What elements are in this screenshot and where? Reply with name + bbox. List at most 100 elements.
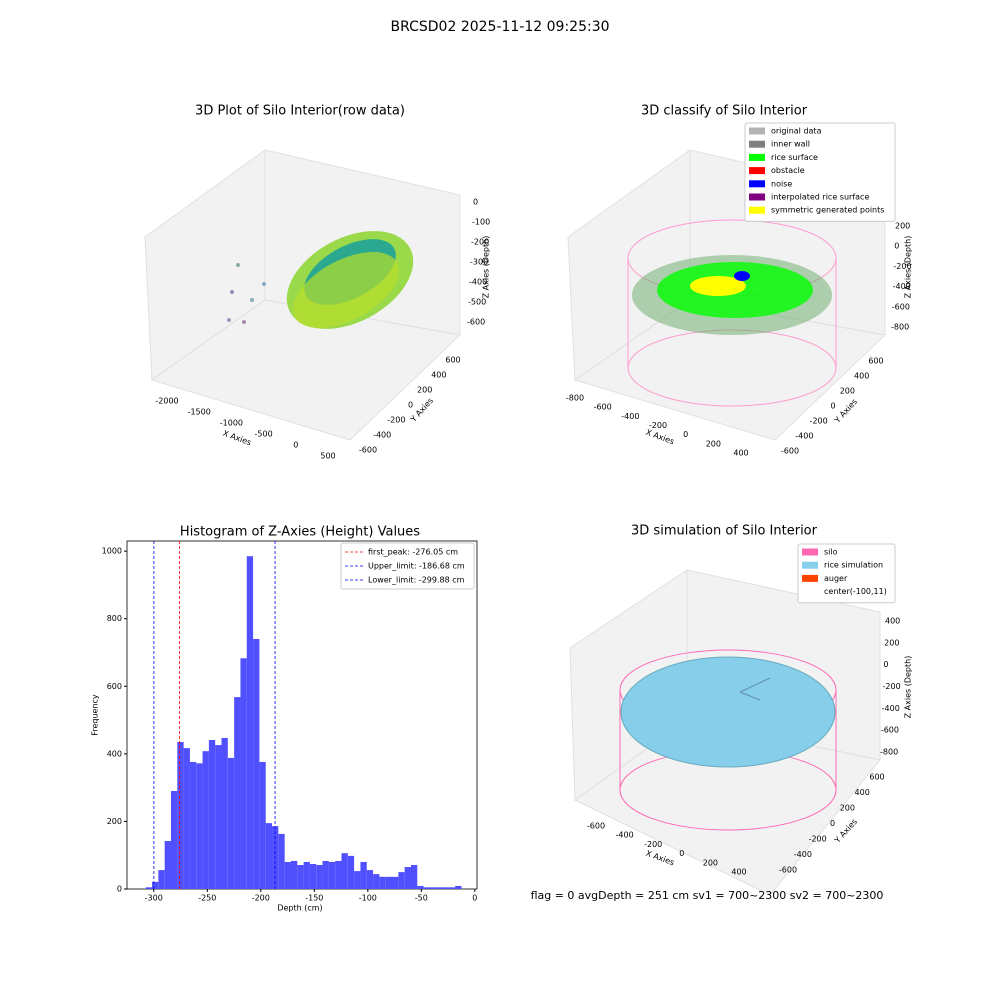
- x-tick-label: -800: [566, 394, 584, 403]
- z-tick-label: -400: [893, 282, 911, 291]
- bar: [410, 865, 418, 889]
- z-tick-label: -200: [883, 682, 901, 691]
- z-tick-label: -800: [891, 323, 909, 332]
- z-axis-label: Z Axies (Depth): [904, 236, 913, 299]
- chart-title: 3D classify of Silo Interior: [641, 104, 808, 119]
- silo-surface: [619, 649, 837, 831]
- legend-label: rice simulation: [824, 561, 883, 570]
- x-tick-label: -50: [415, 894, 428, 903]
- x-tick-label: 500: [320, 452, 335, 461]
- bar: [436, 887, 443, 889]
- z-tick-label: 0: [894, 242, 899, 251]
- bar: [373, 874, 380, 889]
- legend-label: interpolated rice surface: [771, 193, 869, 202]
- bar: [341, 853, 348, 889]
- bar: [354, 871, 361, 889]
- bar: [347, 855, 355, 889]
- y-tick-label: 0: [830, 819, 835, 828]
- point-cloud-2: [627, 219, 837, 407]
- x-tick-label: -300: [145, 894, 163, 903]
- bar: [284, 861, 291, 889]
- x-tick-label: -1500: [188, 408, 211, 417]
- bar: [309, 863, 317, 889]
- x-tick-label: -200: [649, 421, 667, 430]
- y-axis-label: Frequency: [91, 694, 100, 736]
- z-axis-label: Z Axies (Depth): [482, 236, 491, 299]
- bar: [290, 860, 298, 889]
- bar: [221, 737, 228, 889]
- z-tick-label: -600: [881, 726, 899, 735]
- x-tick-label: -400: [621, 412, 639, 421]
- bar: [316, 865, 323, 889]
- z-tick-label: -600: [467, 318, 485, 327]
- bar: [189, 761, 197, 889]
- chart-title: Histogram of Z-Axies (Height) Values: [180, 525, 420, 540]
- x-tick-label: 0: [679, 849, 684, 858]
- y-tick-label: 200: [107, 817, 122, 826]
- z-tick-label: -200: [893, 262, 911, 271]
- y-tick-label: 0: [830, 402, 835, 411]
- x-tick-label: -200: [644, 840, 662, 849]
- bar: [448, 887, 456, 889]
- y-tick-label: -200: [387, 416, 405, 425]
- z-tick-label: -100: [472, 218, 490, 227]
- y-tick-label: 600: [107, 682, 122, 691]
- z-tick-label: 0: [883, 660, 888, 669]
- bar: [183, 748, 190, 889]
- x-tick-label: -150: [305, 894, 323, 903]
- y-tick-label: 800: [107, 614, 122, 623]
- y-tick-label: 200: [840, 387, 855, 396]
- legend-label: original data: [771, 127, 822, 136]
- x-tick-label: 200: [706, 439, 721, 448]
- bar: [398, 872, 405, 889]
- y-tick-label: -600: [781, 447, 799, 456]
- figure-title: BRCSD02 2025-11-12 09:25:30: [390, 19, 609, 35]
- y-tick-label: 400: [854, 372, 869, 381]
- bar: [158, 870, 165, 889]
- y-tick-label: -600: [359, 446, 377, 455]
- y-tick-label: 400: [107, 749, 122, 758]
- z-tick-label: -400: [882, 704, 900, 713]
- annotation: flag = 0 avgDepth = 251 cm sv1 = 700~230…: [531, 889, 884, 902]
- bar: [423, 887, 430, 889]
- x-tick-label: 0: [683, 430, 688, 439]
- y-tick-label: 200: [417, 386, 432, 395]
- bar: [404, 867, 411, 889]
- bar: [215, 745, 222, 889]
- z-tick-label: -800: [880, 748, 898, 757]
- z-tick-label: -600: [892, 302, 910, 311]
- y-tick-label: 1000: [102, 547, 122, 556]
- bar: [328, 861, 336, 889]
- bar: [208, 740, 216, 889]
- bar: [234, 697, 241, 889]
- bar: [259, 761, 266, 889]
- legend-swatch: [749, 206, 765, 214]
- bar: [297, 865, 304, 889]
- bar: [145, 887, 153, 889]
- bar: [253, 638, 260, 889]
- bar: [322, 860, 329, 889]
- bar: [429, 887, 437, 889]
- legend-swatch: [802, 548, 818, 556]
- x-tick-label: -1000: [220, 419, 243, 428]
- bar: [360, 861, 367, 889]
- bar: [202, 751, 209, 889]
- z-tick-label: 200: [895, 222, 910, 231]
- y-tick-label: 600: [869, 773, 884, 782]
- bar: [278, 833, 285, 889]
- bar: [265, 823, 273, 889]
- y-tick-label: 400: [855, 788, 870, 797]
- x-tick-label: -600: [587, 822, 605, 831]
- point-cloud-1: [227, 231, 414, 329]
- y-tick-label: -200: [809, 835, 827, 844]
- legend-box: [340, 542, 475, 590]
- x-tick-label: 0: [472, 894, 477, 903]
- y-tick-label: -600: [779, 866, 797, 875]
- chart-title: 3D Plot of Silo Interior(row data): [195, 104, 405, 119]
- z-tick-label: -200: [471, 238, 489, 247]
- x-tick-label: -2000: [155, 397, 178, 406]
- legend-label: inner wall: [771, 140, 810, 149]
- bar: [170, 791, 178, 889]
- bar: [385, 876, 393, 889]
- y-tick-label: 600: [868, 357, 883, 366]
